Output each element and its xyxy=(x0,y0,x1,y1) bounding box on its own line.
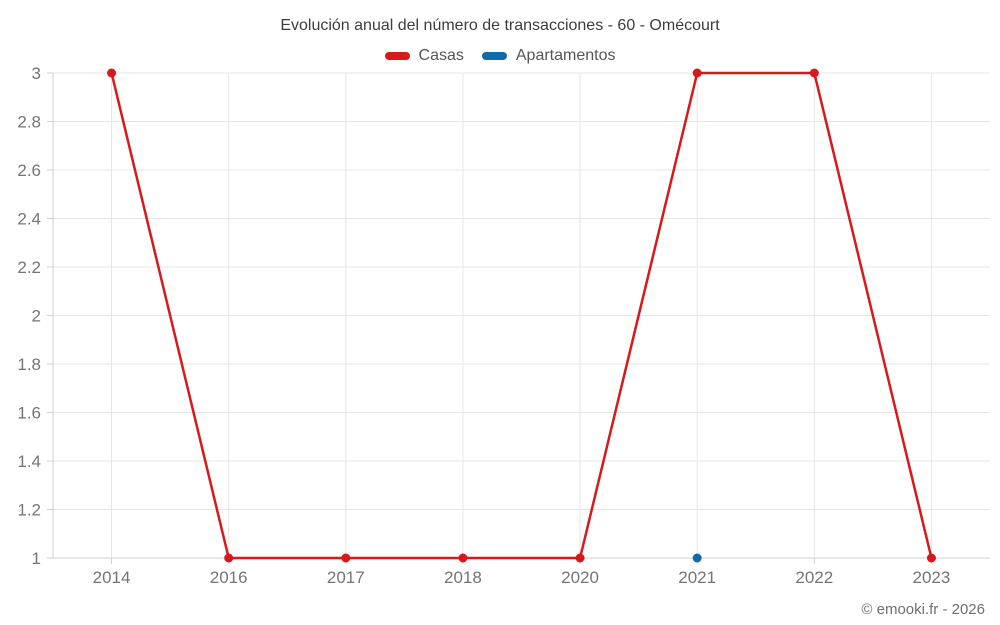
x-axis-label: 2017 xyxy=(327,568,365,587)
legend-swatch-casas xyxy=(384,52,410,60)
y-axis-label: 2.2 xyxy=(17,258,41,277)
chart-title: Evolución anual del número de transaccio… xyxy=(280,17,720,34)
copyright-text: © emooki.fr - 2026 xyxy=(861,601,985,618)
y-axis-label: 1 xyxy=(32,549,41,568)
legend-item-casas[interactable]: Casas xyxy=(384,47,464,65)
data-point-casas[interactable] xyxy=(224,553,234,563)
data-point-apartamentos[interactable] xyxy=(692,553,702,563)
x-axis-label: 2022 xyxy=(795,568,833,587)
x-axis-label: 2014 xyxy=(93,568,131,587)
legend-label-apartamentos: Apartamentos xyxy=(515,47,616,64)
data-point-casas[interactable] xyxy=(809,68,819,78)
y-axis-label: 2.6 xyxy=(17,161,41,180)
legend-item-apartamentos[interactable]: Apartamentos xyxy=(481,47,616,65)
data-point-casas[interactable] xyxy=(341,553,351,563)
data-point-casas[interactable] xyxy=(926,553,936,563)
y-axis-label: 2.4 xyxy=(17,210,41,229)
legend-label-casas: Casas xyxy=(418,47,464,64)
y-axis-label: 3 xyxy=(32,64,41,83)
y-axis-label: 1.6 xyxy=(17,404,41,423)
y-axis-label: 1.2 xyxy=(17,501,41,520)
y-axis-label: 2.8 xyxy=(17,113,41,132)
data-point-casas[interactable] xyxy=(107,68,117,78)
data-point-casas[interactable] xyxy=(692,68,702,78)
y-axis-label: 1.4 xyxy=(17,452,41,471)
legend-swatch-apartamentos xyxy=(481,52,507,60)
data-point-casas[interactable] xyxy=(575,553,585,563)
y-axis-label: 1.8 xyxy=(17,355,41,374)
x-axis-label: 2023 xyxy=(913,568,951,587)
series-line-casas xyxy=(110,71,933,560)
x-axis-label: 2018 xyxy=(444,568,482,587)
chart-legend: Casas Apartamentos xyxy=(0,47,1000,65)
x-axis-label: 2020 xyxy=(561,568,599,587)
data-point-casas[interactable] xyxy=(458,553,468,563)
y-axis-label: 2 xyxy=(32,307,41,326)
x-axis-label: 2021 xyxy=(678,568,716,587)
x-axis-label: 2016 xyxy=(210,568,248,587)
